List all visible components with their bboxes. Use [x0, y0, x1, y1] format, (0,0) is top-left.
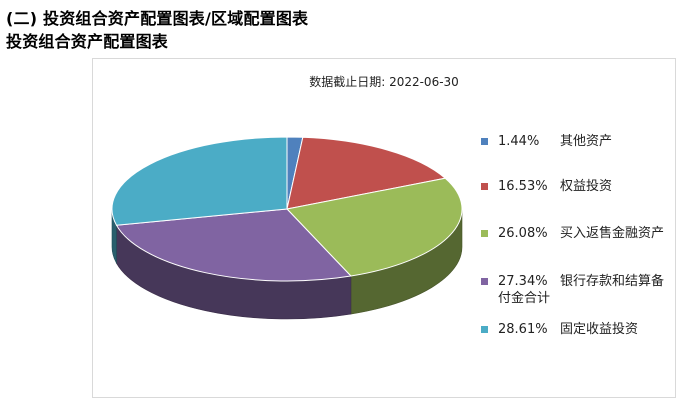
legend-percent: 27.34% [498, 274, 548, 289]
chart-subtitle: 数据截止日期: 2022-06-30 [93, 73, 675, 90]
section-heading: (二) 投资组合资产配置图表/区域配置图表 [6, 9, 309, 28]
legend-text: 26.08% 买入返售金融资产 [498, 225, 676, 242]
legend-label: 银行存款和结算备付金合计 [498, 274, 665, 306]
pie-slice-权益投资 [286, 136, 447, 210]
pie-slice-固定收益投资 [111, 136, 288, 226]
legend-percent: 28.61% [498, 322, 548, 337]
legend-marker [481, 326, 488, 333]
legend-text: 16.53% 权益投资 [498, 178, 676, 195]
legend-label: 其他资产 [560, 134, 613, 149]
legend-percent: 16.53% [498, 179, 548, 194]
pie-chart [111, 136, 463, 320]
legend-text: 28.61% 固定收益投资 [498, 321, 676, 338]
legend-text: 1.44% 其他资产 [498, 133, 676, 150]
legend-marker [481, 278, 488, 285]
legend-percent: 1.44% [498, 134, 540, 149]
pie-slice-买入返售金融资产 [286, 177, 463, 277]
legend-marker [481, 138, 488, 145]
legend-label: 权益投资 [560, 179, 613, 194]
legend-label: 买入返售金融资产 [560, 226, 665, 241]
date-value: 2022-06-30 [389, 75, 459, 89]
chart-area: 数据截止日期: 2022-06-30 1.44% 其他资产 16.53% 权益投资 26… [92, 58, 676, 398]
legend-percent: 26.08% [498, 226, 548, 241]
legend-marker [481, 230, 488, 237]
chart-heading: 投资组合资产配置图表 [6, 32, 169, 51]
date-label: 数据截止日期: [309, 75, 386, 89]
legend-text: 27.34% 银行存款和结算备付金合计 [498, 273, 676, 307]
legend-marker [481, 183, 488, 190]
legend-label: 固定收益投资 [560, 322, 639, 337]
pie-top [111, 136, 463, 282]
pie-slice-银行存款和结算备付金合计 [115, 208, 352, 282]
